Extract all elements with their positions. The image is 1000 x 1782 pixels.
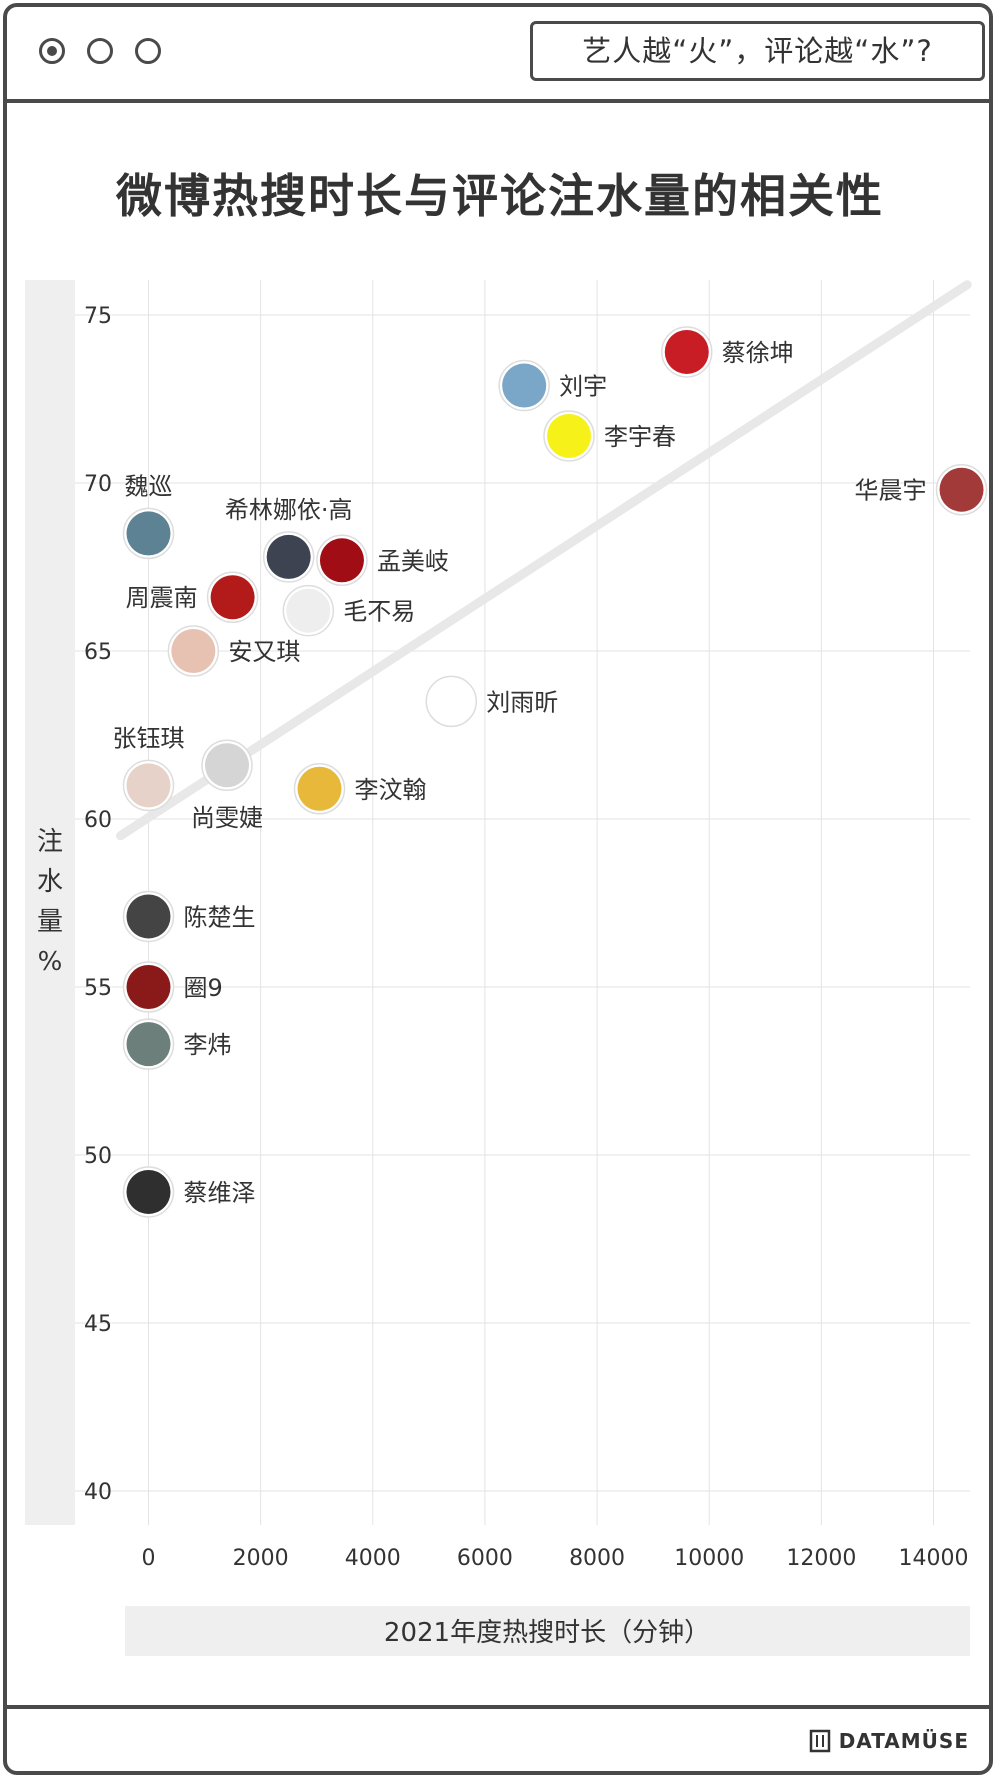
x-tick-label: 2000 [233,1546,289,1571]
point-avatar [547,413,592,458]
x-tick-label: 0 [142,1546,156,1571]
point-avatar [126,965,171,1009]
data-point[interactable]: 刘宇 [498,359,607,412]
point-label: 李宇春 [604,423,676,451]
point-label: 尚雯婕 [191,804,263,832]
y-tick-label: 45 [84,1312,112,1337]
point-label: 圈9 [184,974,223,1002]
brand-icon [809,1729,830,1753]
brand-name: DATAMÜSE [838,1729,969,1753]
point-label: 张钰琪 [113,724,185,752]
point-label: 毛不易 [343,598,415,626]
data-point[interactable]: 希林娜依·高 [225,496,353,583]
y-axis-label-char: 水 [37,867,63,897]
point-label: 希林娜依·高 [225,496,353,524]
window-frame: 艺人越“火”，评论越“水”? DATAMÜSE [3,3,993,1775]
radio-icon[interactable] [135,38,161,64]
point-label: 李汶翰 [355,776,427,804]
point-avatar [939,467,984,512]
y-tick-label: 40 [84,1480,112,1505]
point-avatar [664,329,709,374]
point-avatar [126,1169,171,1214]
y-axis-label-char: 注 [37,827,63,857]
point-avatar [205,743,249,788]
x-tick-label: 4000 [345,1546,401,1571]
point-avatar [502,363,547,408]
footer-bar: DATAMÜSE [7,1705,989,1771]
data-point[interactable]: 陈楚生 [122,890,256,943]
data-points: 蔡徐坤刘宇李宇春华晨宇 魏巡希林娜依·高孟美岐周震南毛不易安又琪刘雨昕张钰琪尚雯婕… [113,326,988,1218]
grid [75,280,970,1525]
chart-title: 微博热搜时长与评论注水量的相关性 [116,169,884,223]
point-label: 孟美岐 [377,547,449,575]
point-avatar [126,1022,171,1067]
point-label: 魏巡 [125,472,173,500]
point-label: 华晨宇 [855,477,927,505]
data-point[interactable]: 蔡维泽 [122,1166,256,1218]
ticks: 0 2000 4000 6000 8000 10000 12000 14000 40 45 50 55… [84,304,969,1571]
point-avatar [126,894,171,939]
point-label: 刘宇 [559,373,607,401]
point-label: 蔡维泽 [184,1179,256,1207]
point-avatar [266,534,311,579]
radio-icon[interactable] [87,38,113,64]
point-label: 陈楚生 [184,903,256,931]
y-tick-label: 65 [84,640,112,665]
y-axis-label: 注水量% [37,827,63,977]
x-tick-label: 6000 [457,1546,513,1571]
data-point[interactable]: 魏巡 [122,472,175,560]
x-axis-label: 2021年度热搜时长（分钟） [384,1618,710,1648]
data-point[interactable]: 安又琪 [167,625,300,677]
y-tick-label: 60 [84,808,112,833]
point-avatar [429,679,474,724]
point-avatar [210,575,255,620]
brand-logo: DATAMÜSE [809,1727,969,1755]
x-tick-label: 14000 [899,1546,969,1571]
point-label: 刘雨昕 [486,688,558,716]
data-point[interactable]: 张钰琪 [113,724,185,812]
point-label: 李炜 [184,1031,232,1059]
data-point[interactable]: 圈9 [122,961,223,1013]
point-label: 蔡徐坤 [722,339,794,367]
point-avatar [126,511,171,556]
point-avatar [286,588,331,633]
y-axis-label-char: 量 [37,907,63,937]
data-point[interactable]: 李宇春 [543,410,676,462]
point-avatar [319,538,364,583]
data-point[interactable]: 尚雯婕 [191,739,263,832]
x-tick-label: 10000 [674,1546,744,1571]
data-point[interactable]: 孟美岐 [316,534,449,587]
data-point[interactable]: 李汶翰 [293,763,427,815]
y-tick-label: 50 [84,1144,112,1169]
data-point[interactable]: 李炜 [122,1018,232,1070]
point-label: 安又琪 [228,638,300,666]
data-point[interactable]: 周震南 [126,571,259,623]
trend-line [115,280,972,841]
data-point[interactable]: 华晨宇 [855,463,988,516]
point-avatar [126,763,171,808]
radio-selected-icon[interactable] [39,38,65,64]
point-label: 周震南 [126,584,198,612]
point-avatar [171,629,216,673]
y-axis-label-char: % [38,947,63,977]
search-box[interactable]: 艺人越“火”，评论越“水”? [530,21,985,81]
y-tick-label: 55 [84,976,112,1001]
x-tick-label: 12000 [786,1546,856,1571]
data-point[interactable]: 毛不易 [282,584,415,637]
data-point[interactable]: 蔡徐坤 [661,326,794,378]
x-axis-label-band [125,1606,970,1656]
point-avatar [297,766,342,811]
x-tick-label: 8000 [569,1546,625,1571]
y-axis-label-band [25,280,75,1525]
y-tick-label: 75 [84,304,112,329]
window-titlebar: 艺人越“火”，评论越“水”? [7,7,989,103]
data-point[interactable]: 刘雨昕 [425,675,558,728]
y-tick-label: 70 [84,472,112,497]
